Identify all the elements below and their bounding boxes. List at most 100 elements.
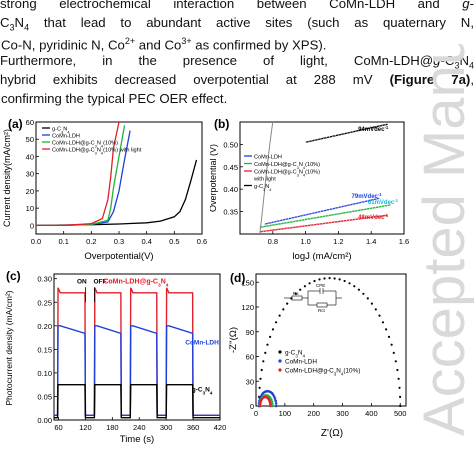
nyquist-point-ldh xyxy=(274,404,278,408)
legend-swatch-d xyxy=(278,350,282,354)
legend-label-a: CoMn-LDH@g-C3N4(10%) with light xyxy=(52,148,142,156)
y-axis-label-a: Current density(mA/cm²) xyxy=(2,129,12,227)
nyquist-point-gcn xyxy=(378,314,381,317)
x-axis-label-b: logJ (mA/cm²) xyxy=(292,251,351,262)
nyquist-point-gcn xyxy=(264,351,267,354)
y-ticks-b: 0.35 0.40 0.45 0.50 xyxy=(223,140,243,217)
legend-label-b: CoMn-LDH xyxy=(254,155,282,161)
y-tick-label: 150 xyxy=(241,278,254,287)
circuit-label-cpe: CPE xyxy=(316,283,325,288)
legend-label-d: g-C3N4 xyxy=(285,350,305,359)
x-tick-label: 0.4 xyxy=(141,237,151,246)
series-group-b xyxy=(259,121,392,235)
photocurrent-trace-2 xyxy=(54,383,220,419)
y-ticks-a: 0 10 20 30 40 50 60 xyxy=(26,118,39,230)
tafel-slope-label: 61mVdec-1 xyxy=(368,197,399,206)
y-tick-label: 0.00 xyxy=(37,416,52,425)
paragraph-line-5: hybrid exhibits decreased overpotential … xyxy=(0,72,474,87)
equivalent-circuit-inset: CPE Rs Rct xyxy=(284,283,342,313)
x-tick-label: 100 xyxy=(279,409,292,418)
x-tick-label: 0.3 xyxy=(114,237,124,246)
y-tick-label: 0.10 xyxy=(37,369,52,378)
y-axis-label-d: -Z''(Ω) xyxy=(228,327,239,353)
x-axis-label-a: Overpotential(V) xyxy=(84,251,153,262)
x-tick-label: 1.0 xyxy=(300,237,310,246)
x-tick-label: 400 xyxy=(365,409,378,418)
nyquist-point-gcn xyxy=(333,277,336,280)
x-ticks-d: 0 100 200 300 400 500 xyxy=(254,403,406,418)
plot-frame-b xyxy=(239,121,405,235)
nyquist-point-gcn xyxy=(353,285,356,288)
legend-label-a: CoMn-LDH@g-C3N4(10%) xyxy=(52,141,118,149)
y-tick-label: 30 xyxy=(246,377,254,386)
nyquist-point-ldh xyxy=(272,395,276,398)
series-line-a-3 xyxy=(36,121,120,227)
y-tick-label: 0.30 xyxy=(37,275,52,284)
watermark-text: Accepted Manuscript xyxy=(412,44,474,436)
x-tick-label: 300 xyxy=(160,423,173,432)
x-tick-label: 0.2 xyxy=(86,237,96,246)
nyquist-point-ldh xyxy=(271,393,275,396)
nyquist-point-light xyxy=(269,402,272,406)
nyquist-point-gcn xyxy=(308,282,311,285)
y-tick-label: 0.25 xyxy=(37,298,52,307)
comn-ldh-label: CoMn-LDH xyxy=(185,340,219,347)
tafel-slope-label: 79mVdec-1 xyxy=(352,192,383,201)
paragraph-line-1: strong electrochemical interaction betwe… xyxy=(0,0,474,11)
x-tick-label: 0.8 xyxy=(268,237,278,246)
nyquist-point-gcn xyxy=(390,343,393,346)
y-axis-label-b: Overpotential (V) xyxy=(210,144,218,212)
nyquist-point-gcn xyxy=(278,314,281,317)
legend-label-d: CoMn-LDH@g-C3N4(10%) xyxy=(285,368,360,377)
fit-line-b-2 xyxy=(259,204,391,228)
fit-line-b-0 xyxy=(305,123,388,143)
y-axis-label-c: Photocurrent density (mA/cm²) xyxy=(4,290,14,405)
nyquist-point-gcn xyxy=(399,395,402,398)
tafel-slope-label: 94mVdec-1 xyxy=(358,124,389,132)
legend-label-b: CoMn-LDH@g-C3N4(10%) xyxy=(254,162,320,170)
nyquist-point-gcn xyxy=(299,288,302,291)
x-tick-label: 180 xyxy=(106,423,119,432)
x-ticks-a: 0.0 0.1 0.2 0.3 0.4 0.5 0.6 xyxy=(31,231,207,246)
y-ticks-c: 0.00 0.05 0.10 0.15 0.20 0.25 0.30 xyxy=(37,275,57,425)
chart-panel-d: (d) 0 30 60 90 120 150 0 100 200 300 400 500 CPE Rs… xyxy=(228,271,407,439)
x-ticks-b: 0.8 1.0 1.2 1.4 1.6 xyxy=(268,231,409,246)
circuit-label-rs: Rs xyxy=(293,291,299,296)
resistor-rct xyxy=(316,302,328,308)
photocurrent-trace-0 xyxy=(54,287,220,416)
nyquist-point-gcn xyxy=(362,292,365,295)
nyquist-point-gcn xyxy=(396,368,399,372)
series-line-b-1 xyxy=(264,197,380,225)
paragraph-line-3: Co-N, pyridinic N, Co2+ and Co3+ as conf… xyxy=(1,36,327,53)
circuit-label-rct: Rct xyxy=(318,308,325,313)
nyquist-point-gcn xyxy=(269,335,272,338)
nyquist-point-gcn xyxy=(286,302,289,305)
nyquist-point-gcn xyxy=(399,404,402,408)
gcn-label: g-C3N4 xyxy=(192,387,213,396)
nyquist-point-ldh xyxy=(274,402,278,405)
legend-label-b: CoMn-LDH@g-C3N4(10%) xyxy=(254,170,320,178)
off-label: OFF xyxy=(93,278,106,285)
y-tick-label: 0.35 xyxy=(223,208,238,217)
nyquist-point-gcn xyxy=(262,360,265,363)
nyquist-point-gcn xyxy=(282,308,285,311)
y-tick-label: 0.45 xyxy=(223,163,238,172)
plot-frame-d xyxy=(255,273,407,407)
nyquist-point-gcn xyxy=(381,321,385,324)
legend-a: g-C3N4CoMn-LDHCoMn-LDH@g-C3N4(10%)CoMn-L… xyxy=(42,127,142,156)
watermark: Accepted Manuscript xyxy=(412,0,474,448)
legend-label-a: g-C3N4 xyxy=(52,127,70,135)
photocurrent-trace-1 xyxy=(54,325,220,416)
fit-line-b-3 xyxy=(259,214,388,233)
y-tick-label: 0 xyxy=(250,402,254,411)
panel-label-c: (c) xyxy=(6,269,21,283)
x-tick-label: 420 xyxy=(214,423,227,432)
nyquist-point-ldh xyxy=(274,399,277,403)
y-tick-label: 90 xyxy=(246,328,254,337)
x-tick-label: 240 xyxy=(133,423,146,432)
y-ticks-d: 0 30 60 90 120 150 xyxy=(241,278,259,411)
resistor-rs xyxy=(291,295,303,301)
plot-frame-c xyxy=(53,273,221,421)
x-tick-label: 0.6 xyxy=(197,237,207,246)
